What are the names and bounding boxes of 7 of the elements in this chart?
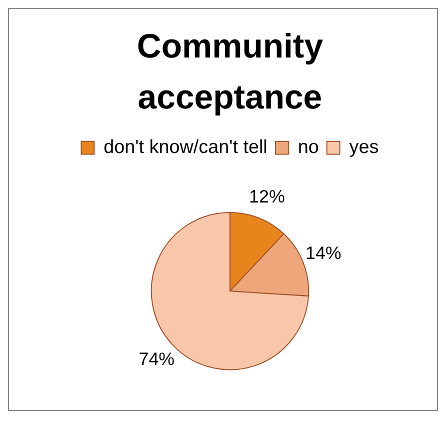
legend-label: no — [298, 137, 319, 158]
chart-title: Community acceptance — [136, 28, 324, 116]
data-label: 14% — [306, 243, 342, 264]
legend-label: don't know/can't tell — [104, 137, 268, 158]
data-label: 74% — [138, 348, 175, 369]
legend-label: yes — [349, 137, 379, 158]
data-label: 12% — [249, 186, 285, 207]
